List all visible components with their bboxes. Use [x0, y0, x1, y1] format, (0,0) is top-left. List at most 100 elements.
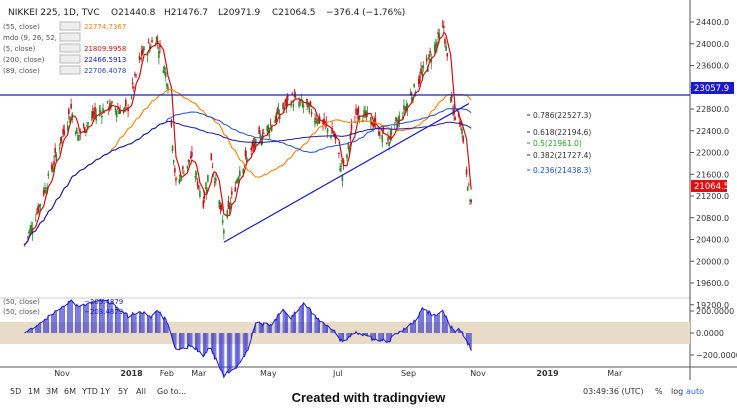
candle-body [449, 97, 452, 102]
candle-body [106, 101, 109, 103]
candle-body [315, 118, 317, 120]
candle-body [164, 71, 167, 78]
candle-body [373, 120, 376, 127]
candle-body [338, 152, 340, 154]
candle-body [170, 119, 173, 126]
auto-toggle[interactable]: auto [686, 387, 705, 396]
range-button-ytd[interactable]: YTD [82, 387, 98, 396]
candle-body [420, 68, 422, 74]
legend-controls[interactable] [59, 32, 81, 42]
candle-body [322, 120, 324, 125]
range-button-1y[interactable]: 1Y [100, 387, 110, 396]
ma-5-line [23, 32, 472, 246]
candle-body [356, 113, 358, 115]
candle-body [199, 191, 201, 197]
candle-body [68, 108, 70, 115]
legend-controls[interactable] [59, 54, 81, 64]
time-tick-label: Mar [607, 369, 623, 378]
resistance-value: 23057.9 [694, 84, 729, 94]
candle-body [218, 200, 221, 208]
candle-body [203, 191, 206, 199]
legend-controls[interactable] [59, 65, 81, 75]
candle-body [282, 103, 284, 110]
price-tick-label: 19200.0 [696, 301, 729, 310]
candle-body [111, 101, 113, 103]
candle-body [301, 103, 304, 107]
candle-body [211, 166, 214, 168]
legend-controls[interactable] [59, 21, 81, 31]
candle-body [357, 107, 360, 114]
candle-body [99, 111, 102, 112]
range-button-5d[interactable]: 5D [10, 387, 22, 396]
range-button-1m[interactable]: 1M [28, 387, 40, 396]
candle-body [466, 186, 469, 191]
range-button-6m[interactable]: 6M [64, 387, 76, 396]
indicator-legend: (55, close) 22774.7367 mdo (9, 26, 52, 26)… [3, 21, 126, 75]
time-axis: Nov 2018 Feb Mar May Jul Sep Nov 2019 Mar [54, 369, 623, 378]
candle-body [277, 108, 280, 115]
candle-body [409, 92, 412, 96]
candle-body [450, 95, 453, 98]
candle-body [388, 141, 390, 146]
candle-body [53, 160, 55, 165]
ohlc-low: L20971.9 [218, 8, 261, 18]
candle-body [52, 168, 54, 172]
candle-body [36, 212, 38, 214]
candle-body [175, 178, 177, 181]
price-tick-label: 22800.0 [696, 105, 729, 114]
candle-body [140, 50, 143, 57]
candle-body [50, 164, 53, 170]
candle-body [55, 154, 58, 161]
range-button-3m[interactable]: 3M [46, 387, 58, 396]
candle-body [317, 117, 320, 123]
candle-body [462, 136, 464, 143]
candle-body [172, 160, 175, 163]
goto-button[interactable]: Go to... [157, 387, 187, 396]
ohlc-close: C21064.5 [272, 8, 316, 18]
candle-body [441, 25, 444, 27]
fib-level-label: 0.5(21961.0) [533, 139, 582, 148]
candle-body [235, 181, 238, 183]
candle-body [131, 82, 134, 85]
candle-body [117, 108, 119, 110]
oscillator-legend: (50, close) −203.4879 (50, close) −203.4879 [3, 298, 123, 316]
candle-body [163, 67, 166, 70]
log-toggle[interactable]: log [671, 387, 684, 396]
candle-body [461, 128, 463, 135]
candle-body [349, 134, 352, 140]
candle-body [454, 117, 457, 120]
legend-label: (55, close) [3, 23, 40, 31]
candle-body [314, 117, 316, 125]
legend-value: 22466.5913 [84, 56, 126, 64]
range-button-5y[interactable]: 5Y [118, 387, 128, 396]
time-tick-label: May [260, 369, 277, 378]
price-tick-label: 20000.0 [696, 257, 729, 266]
candle-body [63, 130, 66, 135]
candle-body [226, 210, 229, 218]
candle-body [428, 54, 430, 60]
range-button-all[interactable]: All [136, 387, 146, 396]
candle-body [109, 103, 111, 109]
candle-body [158, 50, 160, 59]
candle-body [374, 118, 377, 122]
candle-body [465, 169, 468, 175]
candle-body [42, 189, 45, 196]
candle-body [308, 105, 311, 113]
legend-label: (5, close) [3, 45, 36, 53]
price-tick-label: 20400.0 [696, 236, 729, 245]
legend-controls[interactable] [59, 43, 81, 53]
candle-body [188, 160, 191, 161]
candle-body [259, 134, 262, 138]
candle-body [146, 53, 149, 56]
candle-body [29, 228, 31, 235]
candle-body [234, 187, 237, 192]
candle-body [339, 167, 341, 172]
candle-body [291, 93, 294, 95]
candle-body [191, 152, 193, 157]
candle-body [433, 44, 436, 52]
percent-toggle[interactable]: % [655, 387, 663, 396]
candle-body [379, 134, 381, 136]
candle-body [378, 131, 380, 135]
candle-body [306, 98, 308, 105]
